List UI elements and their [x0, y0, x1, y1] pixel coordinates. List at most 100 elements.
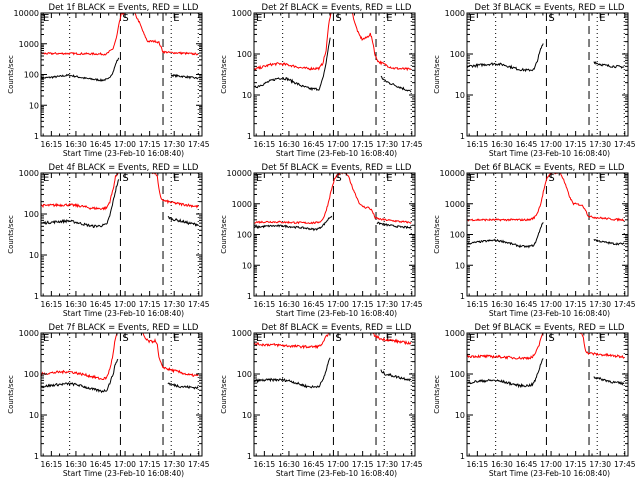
y-tick-label: 10000 [440, 169, 465, 178]
series-events-line [467, 43, 544, 73]
x-axis-label: Start Time (23-Feb-10 16:08:40) [63, 149, 184, 158]
y-tick-label: 1 [460, 292, 465, 301]
y-tick-label: 1000 [232, 329, 252, 338]
y-tick-label: 1 [247, 132, 252, 141]
series-lld-line [578, 333, 625, 359]
series-events-line [167, 382, 199, 390]
series-lld-line [142, 333, 199, 377]
series-events-line [593, 376, 625, 386]
x-tick-label: 17:15 [139, 140, 161, 149]
x-axis-label: Start Time (23-Feb-10 16:08:40) [489, 309, 610, 318]
y-axis-label: Counts/sec [433, 55, 441, 94]
y-tick-label: 10 [29, 101, 39, 110]
marker-label-S: S [335, 333, 341, 344]
marker-label-E: E [173, 13, 179, 24]
x-tick-label: 16:30 [491, 300, 513, 309]
x-axis-label: Start Time (23-Feb-10 16:08:40) [489, 149, 610, 158]
x-tick-label: 16:45 [90, 140, 112, 149]
marker-label-E: E [43, 13, 49, 24]
x-tick-label: 16:15 [41, 460, 63, 469]
y-tick-label: 1000 [232, 9, 252, 18]
series-events-line [167, 215, 199, 227]
x-axis-label: Start Time (23-Feb-10 16:08:40) [276, 149, 397, 158]
marker-label-E: E [43, 333, 49, 344]
series-events-line [254, 37, 331, 92]
y-tick-label: 10 [242, 91, 252, 100]
marker-label-S: S [335, 173, 341, 184]
y-tick-label: 1 [34, 452, 39, 461]
y-axis-label: Counts/sec [220, 375, 228, 414]
series-events-line [170, 73, 199, 80]
marker-label-E: E [469, 173, 475, 184]
y-tick-label: 100 [237, 370, 252, 379]
series-events-line [254, 215, 333, 232]
y-tick-label: 100 [450, 50, 465, 59]
marker-label-E: E [173, 173, 179, 184]
x-tick-label: 17:00 [114, 140, 136, 149]
y-tick-label: 10 [242, 411, 252, 420]
marker-label-E: E [469, 13, 475, 24]
y-axis-label: Counts/sec [433, 375, 441, 414]
plot-frame [253, 172, 416, 297]
series-lld-line [254, 333, 329, 350]
x-tick-label: 17:30 [376, 460, 398, 469]
marker-label-E: E [43, 173, 49, 184]
x-tick-label: 17:45 [614, 140, 636, 149]
x-tick-label: 17:15 [565, 140, 587, 149]
y-tick-label: 10 [455, 91, 465, 100]
x-tick-label: 17:15 [139, 460, 161, 469]
marker-label-S: S [335, 13, 341, 24]
panel-title: Det 8f BLACK = Events, RED = LLD [262, 323, 412, 333]
series-events-line [41, 57, 120, 82]
x-tick-label: 16:30 [278, 460, 300, 469]
series-lld-line [467, 173, 625, 222]
x-tick-label: 16:30 [491, 460, 513, 469]
y-axis-label: Counts/sec [220, 55, 228, 94]
plot-frame [253, 12, 416, 137]
series-lld-line [351, 13, 412, 72]
marker-label-S: S [548, 173, 554, 184]
y-tick-label: 10 [242, 261, 252, 270]
x-tick-label: 16:30 [278, 140, 300, 149]
panel-title: Det 5f BLACK = Events, RED = LLD [262, 163, 412, 173]
x-axis-label: Start Time (23-Feb-10 16:08:40) [276, 309, 397, 318]
y-tick-label: 10000 [227, 169, 252, 178]
marker-label-E: E [599, 173, 605, 184]
panel-title: Det 4f BLACK = Events, RED = LLD [49, 163, 199, 173]
y-tick-label: 10 [29, 411, 39, 420]
marker-label-S: S [122, 333, 128, 344]
x-tick-label: 16:15 [467, 460, 489, 469]
x-tick-label: 16:30 [65, 140, 87, 149]
series-events-line [41, 358, 119, 394]
x-tick-label: 17:30 [376, 140, 398, 149]
x-axis-label: Start Time (23-Feb-10 16:08:40) [63, 469, 184, 478]
x-tick-label: 16:45 [90, 460, 112, 469]
marker-label-S: S [548, 333, 554, 344]
x-tick-label: 17:00 [114, 300, 136, 309]
x-tick-label: 17:30 [163, 140, 185, 149]
y-tick-label: 1000 [445, 200, 465, 209]
x-tick-label: 16:45 [90, 300, 112, 309]
x-tick-label: 16:45 [516, 140, 538, 149]
marker-label-E: E [599, 13, 605, 24]
x-tick-label: 17:00 [327, 460, 349, 469]
x-tick-label: 17:45 [401, 300, 423, 309]
x-tick-label: 16:15 [41, 140, 63, 149]
x-tick-label: 17:45 [614, 460, 636, 469]
marker-label-E: E [386, 13, 392, 24]
x-axis-label: Start Time (23-Feb-10 16:08:40) [276, 469, 397, 478]
marker-label-S: S [548, 13, 554, 24]
series-events-line [593, 61, 625, 69]
panel-title: Det 2f BLACK = Events, RED = LLD [262, 3, 412, 13]
x-tick-label: 17:15 [352, 140, 374, 149]
series-events-line [467, 358, 544, 389]
x-tick-label: 17:00 [540, 300, 562, 309]
x-tick-label: 17:30 [163, 300, 185, 309]
y-tick-label: 100 [237, 50, 252, 59]
x-tick-label: 17:30 [589, 140, 611, 149]
x-tick-label: 17:15 [139, 300, 161, 309]
